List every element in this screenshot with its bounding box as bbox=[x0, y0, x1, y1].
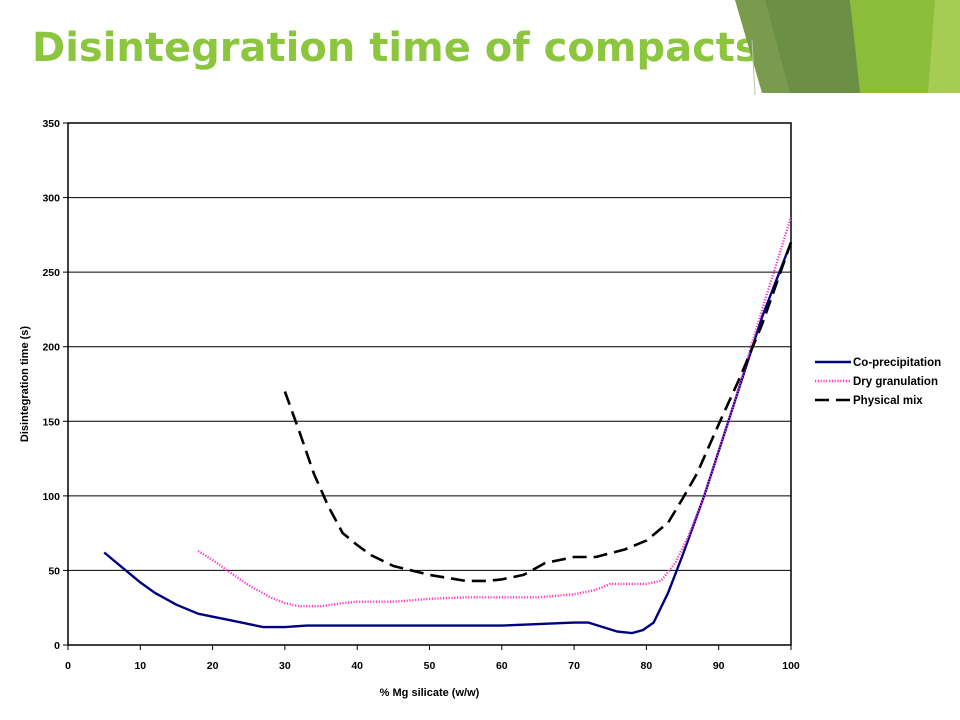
x-tick-label: 40 bbox=[351, 660, 363, 672]
legend: Co-precipitation Dry granulation Physical … bbox=[815, 357, 941, 407]
y-tick-label: 300 bbox=[42, 193, 60, 205]
y-axis-label: Disintegration time (s) bbox=[19, 326, 31, 442]
x-tick-label: 70 bbox=[568, 660, 580, 672]
x-tick-label: 0 bbox=[65, 660, 71, 672]
legend-label: Physical mix bbox=[853, 395, 923, 407]
x-tick-label: 60 bbox=[496, 660, 508, 672]
legend-label: Co-precipitation bbox=[853, 357, 941, 369]
y-tick-label: 0 bbox=[54, 640, 60, 652]
y-tick-label: 50 bbox=[48, 565, 60, 577]
x-tick-label: 50 bbox=[424, 660, 436, 672]
plot-frame bbox=[67, 122, 792, 646]
series-line-1 bbox=[103, 241, 793, 635]
x-tick-label: 20 bbox=[207, 660, 219, 672]
x-tick-label: 90 bbox=[713, 660, 725, 672]
y-tick-label: 150 bbox=[42, 416, 60, 428]
x-tick-label: 80 bbox=[641, 660, 653, 672]
x-tick-label: 10 bbox=[134, 660, 146, 672]
x-tick-label: 30 bbox=[279, 660, 291, 672]
series-line-2 bbox=[197, 216, 793, 608]
x-axis-ticks: 0 10 20 30 40 50 60 70 80 90 100 bbox=[65, 645, 800, 672]
corner-decoration bbox=[735, 0, 960, 96]
y-tick-label: 200 bbox=[42, 342, 60, 354]
gridlines bbox=[68, 122, 791, 646]
series-line-3 bbox=[283, 241, 793, 583]
y-axis-ticks: 0 50 100 150 200 250 300 350 bbox=[42, 118, 68, 652]
legend-label: Dry granulation bbox=[853, 376, 938, 388]
x-tick-label: 100 bbox=[782, 660, 800, 672]
y-tick-label: 100 bbox=[42, 491, 60, 503]
series-lines bbox=[103, 216, 793, 635]
y-tick-label: 350 bbox=[42, 118, 60, 130]
y-tick-label: 250 bbox=[42, 267, 60, 279]
x-axis-label: % Mg silicate (w/w) bbox=[380, 687, 480, 699]
slide-title: Disintegration time of compacts bbox=[32, 25, 759, 71]
